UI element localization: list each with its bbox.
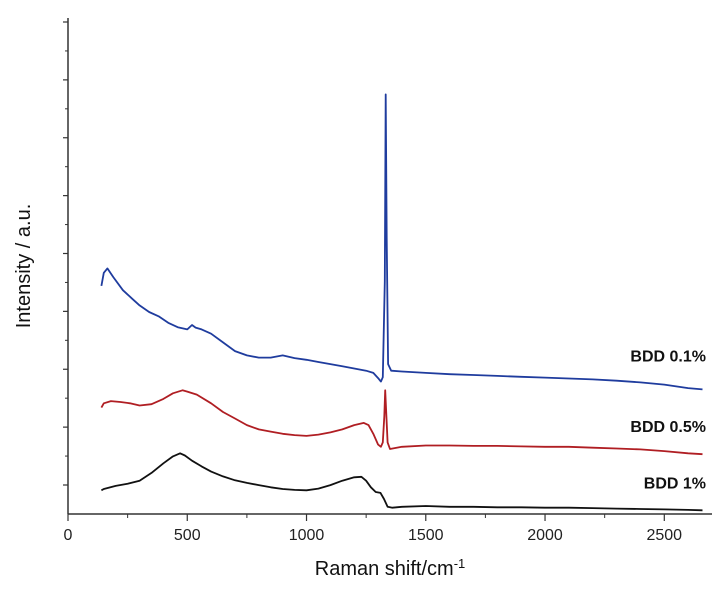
- x-tick-label-1000: 1000: [289, 527, 325, 544]
- x-axis-title-superscript: -1: [454, 556, 466, 571]
- x-axis-title: Raman shift/cm-1: [315, 556, 466, 581]
- series-label-bdd-0-1: BDD 0.1%: [630, 348, 706, 365]
- series-line-bdd-1: [100, 452, 703, 512]
- x-tick-label-1500: 1500: [408, 527, 444, 544]
- series-line-bdd-0-1: [100, 93, 703, 391]
- x-tick-label-500: 500: [174, 527, 201, 544]
- plot-frame: [67, 18, 712, 515]
- x-tick-label-2500: 2500: [646, 527, 682, 544]
- series-line-bdd-0-5: [100, 389, 703, 456]
- series-label-bdd-1: BDD 1%: [644, 475, 706, 492]
- y-axis-ticks: [63, 21, 68, 486]
- series-label-layer: BDD 0.1% BDD 0.5% BDD 1%: [630, 348, 706, 492]
- x-tick-label-0: 0: [64, 527, 73, 544]
- series-label-bdd-0-5: BDD 0.5%: [630, 419, 706, 436]
- x-tick-label-2000: 2000: [527, 527, 563, 544]
- x-axis-ticks: 0 500 1000 1500 2000 2500: [64, 514, 682, 544]
- x-axis-title-text: Raman shift/cm: [315, 558, 454, 580]
- y-axis-title: Intensity / a.u.: [13, 204, 35, 329]
- series-layer: [100, 93, 703, 512]
